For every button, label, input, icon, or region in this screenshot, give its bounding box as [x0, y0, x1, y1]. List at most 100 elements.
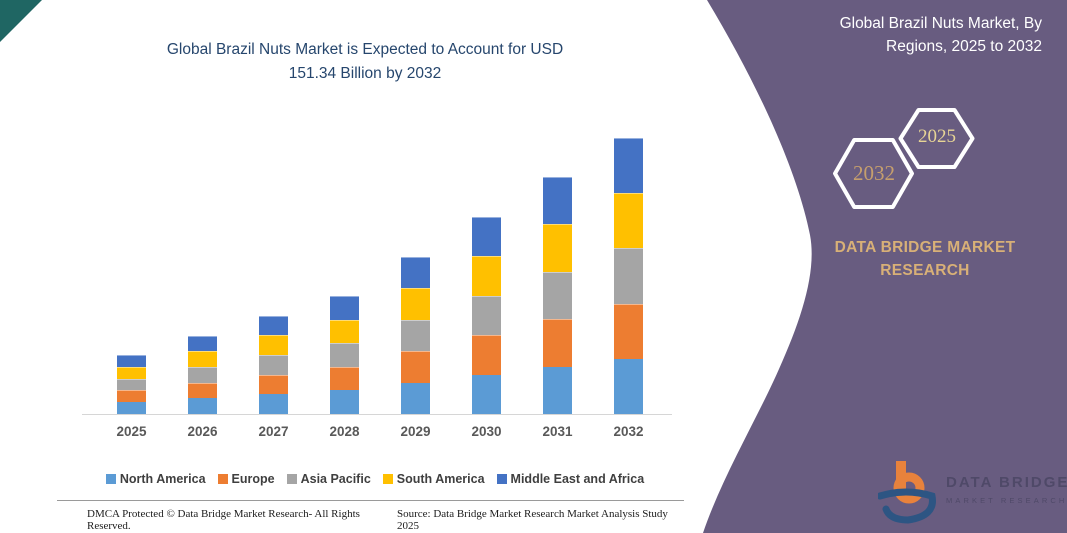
side-panel-background	[703, 0, 1067, 533]
segment-north-america-2029	[401, 382, 430, 414]
hexagon-2032-outline	[833, 138, 914, 209]
legend-label: Asia Pacific	[300, 472, 371, 486]
bar-slot-2028	[309, 296, 380, 414]
stacked-bar-2027	[259, 315, 288, 414]
segment-middle-east-and-africa-2026	[188, 335, 217, 352]
panel-title-line2: Regions, 2025 to 2032	[886, 38, 1042, 56]
stacked-bar-2025	[117, 355, 146, 414]
bar-slot-2031	[522, 176, 593, 414]
segment-north-america-2027	[259, 394, 288, 414]
segment-south-america-2032	[614, 193, 643, 249]
chart-title: Global Brazil Nuts Market is Expected to…	[115, 38, 615, 86]
x-tick-label-2027: 2027	[258, 424, 289, 439]
legend-label: Europe	[231, 472, 275, 486]
segment-middle-east-and-africa-2032	[614, 138, 643, 194]
legend-swatch-icon	[382, 474, 393, 484]
chart-title-line1: Global Brazil Nuts Market is Expected to…	[166, 41, 564, 58]
x-tick-label-2029: 2029	[400, 424, 431, 439]
segment-south-america-2025	[117, 366, 146, 379]
panel-title-line1: Global Brazil Nuts Market, By	[839, 15, 1042, 32]
segment-middle-east-and-africa-2029	[401, 256, 430, 288]
brand-line2: RESEARCH	[880, 262, 970, 280]
legend-swatch-icon	[105, 474, 116, 484]
hexagon-2032-label: 2032	[853, 161, 895, 185]
x-axis-labels: 2025 2026 2027 2028 2029 2030 2031 2032	[96, 424, 664, 439]
corner-accent-triangle	[0, 0, 42, 42]
legend-swatch-icon	[217, 474, 228, 484]
x-tick-label-2026: 2026	[187, 424, 218, 439]
segment-middle-east-and-africa-2031	[543, 176, 572, 224]
segment-south-america-2030	[472, 256, 501, 296]
x-tick-label-2031: 2031	[542, 424, 573, 439]
legend-item-north-america: North America	[105, 472, 206, 486]
dbmr-logo: DATA BRIDGE MARKET RESEARCH	[878, 458, 1067, 526]
logo-subtitle: MARKET RESEARCH	[946, 496, 1067, 505]
brand-line1: DATA BRIDGE MARKET	[834, 239, 1016, 256]
segment-north-america-2032	[614, 358, 643, 414]
segment-asia-pacific-2030	[472, 295, 501, 335]
bar-slot-2027	[238, 315, 309, 414]
segment-europe-2027	[259, 374, 288, 395]
panel-title: Global Brazil Nuts Market, By Regions, 2…	[712, 12, 1042, 59]
bar-slot-2029	[380, 256, 451, 414]
brand-wordmark: DATA BRIDGE MARKET RESEARCH	[795, 236, 1055, 283]
stacked-bar-2029	[401, 256, 430, 414]
segment-south-america-2028	[330, 319, 359, 344]
segment-south-america-2027	[259, 335, 288, 355]
segment-asia-pacific-2026	[188, 366, 217, 383]
segment-europe-2026	[188, 382, 217, 399]
segment-europe-2032	[614, 303, 643, 359]
x-axis-line	[82, 414, 672, 415]
stacked-bar-2032	[614, 138, 643, 414]
legend-item-europe: Europe	[217, 472, 275, 486]
dbmr-logo-text: DATA BRIDGE MARKET RESEARCH	[946, 474, 1067, 505]
segment-europe-2028	[330, 366, 359, 391]
bar-slot-2026	[167, 335, 238, 414]
segment-asia-pacific-2027	[259, 354, 288, 375]
segment-asia-pacific-2028	[330, 343, 359, 367]
stacked-bar-2028	[330, 296, 359, 414]
segment-asia-pacific-2031	[543, 271, 572, 319]
segment-middle-east-and-africa-2027	[259, 315, 288, 336]
footer-divider	[57, 500, 684, 501]
segment-north-america-2025	[117, 402, 146, 414]
dbmr-logo-icon	[878, 461, 936, 524]
segment-middle-east-and-africa-2028	[330, 296, 359, 320]
chart-legend: North America Europe Asia Pacific South Ame…	[75, 472, 675, 486]
legend-item-asia-pacific: Asia Pacific	[286, 472, 371, 486]
segment-north-america-2028	[330, 390, 359, 414]
segment-asia-pacific-2029	[401, 319, 430, 351]
segment-north-america-2026	[188, 398, 217, 414]
bar-slot-2025	[96, 355, 167, 414]
dmca-notice: DMCA Protected © Data Bridge Market Rese…	[87, 508, 360, 532]
segment-north-america-2030	[472, 374, 501, 414]
stacked-bar-2030	[472, 216, 501, 414]
segment-europe-2029	[401, 351, 430, 383]
segment-south-america-2026	[188, 351, 217, 367]
x-tick-label-2028: 2028	[329, 424, 360, 439]
segment-asia-pacific-2032	[614, 248, 643, 304]
stacked-bar-2026	[188, 335, 217, 414]
logo-b-bowl	[893, 472, 925, 504]
segment-middle-east-and-africa-2025	[117, 355, 146, 367]
legend-label: Middle East and Africa	[510, 472, 645, 486]
stacked-bar-plot	[96, 130, 664, 414]
segment-north-america-2031	[543, 366, 572, 414]
footer: DMCA Protected © Data Bridge Market Rese…	[57, 508, 684, 532]
stacked-bar-2031	[543, 176, 572, 414]
source-note: Source: Data Bridge Market Research Mark…	[396, 508, 668, 532]
legend-swatch-icon	[496, 474, 507, 484]
legend-swatch-icon	[286, 474, 297, 484]
legend-label: South America	[396, 472, 485, 486]
x-tick-label-2032: 2032	[613, 424, 644, 439]
bar-slot-2030	[451, 216, 522, 414]
segment-south-america-2031	[543, 224, 572, 272]
x-tick-label-2030: 2030	[471, 424, 502, 439]
legend-item-south-america: South America	[382, 472, 485, 486]
segment-europe-2025	[117, 390, 146, 403]
x-tick-label-2025: 2025	[116, 424, 147, 439]
logo-d-swoosh	[878, 488, 936, 524]
bar-slot-2032	[593, 138, 664, 414]
